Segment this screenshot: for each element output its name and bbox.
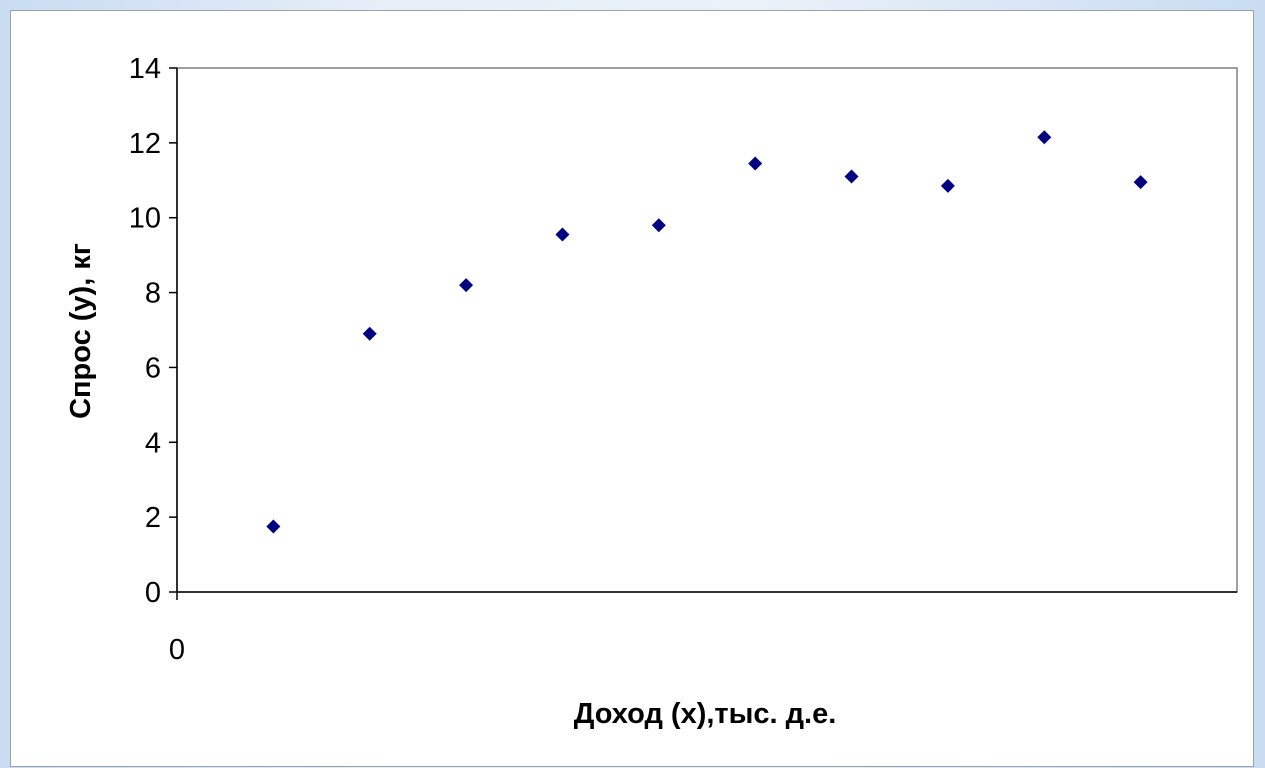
- y-tick-label: 2: [145, 502, 161, 534]
- data-point: [555, 227, 570, 242]
- data-point: [651, 218, 666, 233]
- scatter-chart: 0 2 4 6 8 10 12 14 0 Доход (x),тыс. д.е. Спрос …: [65, 53, 1238, 730]
- data-point: [940, 178, 955, 193]
- y-axis-title: Спрос (y), кг: [65, 243, 97, 419]
- y-tick-label: 6: [145, 352, 161, 384]
- data-point: [1037, 130, 1052, 145]
- y-tick-label: 0: [145, 577, 161, 609]
- y-tick-label: 12: [129, 128, 161, 160]
- data-point: [748, 156, 763, 171]
- data-point: [459, 278, 474, 293]
- y-tick-label: 8: [145, 278, 161, 310]
- data-point: [266, 519, 281, 534]
- y-axis-ticks: 0 2 4 6 8 10 12 14: [129, 53, 177, 609]
- data-point: [362, 326, 377, 341]
- data-point: [844, 169, 859, 184]
- chart-frame: 0 2 4 6 8 10 12 14 0 Доход (x),тыс. д.е. Спрос …: [10, 10, 1254, 767]
- data-point: [1133, 175, 1148, 190]
- x-axis-ticks: 0: [169, 592, 185, 666]
- x-tick-label: 0: [169, 634, 185, 666]
- plot-border: [176, 67, 1238, 593]
- data-points: [266, 130, 1148, 534]
- y-tick-label: 14: [129, 53, 161, 85]
- y-tick-label: 10: [129, 203, 161, 235]
- plot-area: [176, 67, 1238, 593]
- y-tick-label: 4: [145, 427, 161, 459]
- x-axis-title: Доход (x),тыс. д.е.: [574, 698, 837, 730]
